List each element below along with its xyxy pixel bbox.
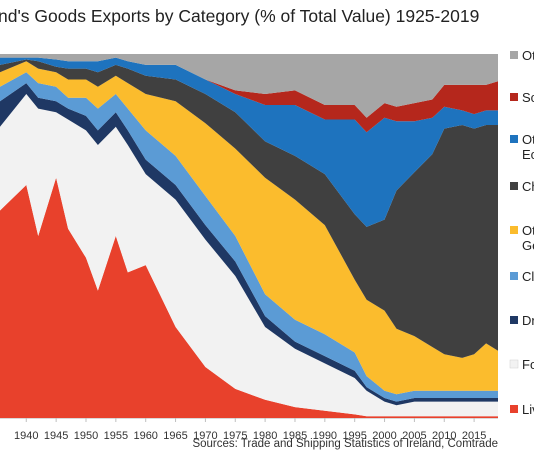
x-tick-label: 1940 bbox=[14, 430, 38, 442]
x-tick-label: 2005 bbox=[402, 430, 426, 442]
x-tick-label: 1985 bbox=[283, 430, 307, 442]
area-series-0 bbox=[0, 177, 498, 418]
x-tick-label: 2015 bbox=[462, 430, 486, 442]
legend-item: Dr bbox=[510, 313, 534, 328]
source-note: Sources: Trade and Shipping Statistics o… bbox=[192, 438, 498, 450]
x-tick-label: 1945 bbox=[44, 430, 68, 442]
legend-label: Fo bbox=[522, 357, 534, 372]
x-axis-ticks: 1940 1945 1950 1955 1960 1965 1970 1975 1980 1985… bbox=[14, 418, 486, 442]
legend-label: Dr bbox=[522, 313, 534, 328]
legend-swatch bbox=[509, 359, 519, 369]
x-tick-label: 1955 bbox=[104, 430, 128, 442]
legend-label-line2: Ec bbox=[522, 147, 534, 162]
chart-title: nd's Goods Exports by Category (% of Tot… bbox=[0, 6, 480, 26]
legend-swatch bbox=[510, 93, 518, 101]
legend-item: Liv bbox=[510, 402, 534, 417]
legend-label: Ot bbox=[522, 48, 534, 63]
legend-label: Ot bbox=[522, 132, 534, 147]
legend-label-line2: Ge bbox=[522, 238, 534, 253]
area-series-8 bbox=[0, 54, 498, 118]
legend-swatch bbox=[510, 182, 518, 190]
x-tick-label: 1965 bbox=[163, 430, 187, 442]
legend-swatch bbox=[510, 316, 518, 324]
x-tick-label: 2010 bbox=[432, 430, 456, 442]
area-series-6 bbox=[0, 57, 498, 227]
legend-label: Cl bbox=[522, 269, 534, 284]
legend-swatch bbox=[510, 272, 518, 280]
x-tick-label: 1950 bbox=[74, 430, 98, 442]
legend-item: Ch bbox=[510, 179, 534, 194]
area-series-group bbox=[0, 54, 498, 418]
x-tick-label: 1990 bbox=[313, 430, 337, 442]
x-tick-label: 1970 bbox=[193, 430, 217, 442]
area-series-5 bbox=[0, 59, 498, 358]
legend-label: Ch bbox=[522, 179, 534, 194]
legend-item: OtGe bbox=[510, 223, 534, 253]
legend-label: Sc bbox=[522, 90, 534, 105]
legend-item: Fo bbox=[509, 357, 534, 372]
x-tick-label: 2000 bbox=[372, 430, 396, 442]
x-tick-label: 1980 bbox=[253, 430, 277, 442]
area-series-7 bbox=[0, 57, 498, 133]
legend-swatch bbox=[510, 226, 518, 234]
area-series-1 bbox=[0, 94, 498, 417]
x-tick-label: 1975 bbox=[223, 430, 247, 442]
legend-item: Cl bbox=[510, 269, 534, 284]
area-series-4 bbox=[0, 61, 498, 395]
legend-label: Ot bbox=[522, 223, 534, 238]
legend-swatch bbox=[510, 51, 518, 59]
x-tick-label: 1960 bbox=[133, 430, 157, 442]
legend-swatch bbox=[510, 405, 518, 413]
legend: OtScOtEcChOtGeClDrFoLiv bbox=[509, 48, 534, 417]
legend-item: Sc bbox=[510, 90, 534, 105]
legend-label: Liv bbox=[522, 402, 534, 417]
legend-swatch bbox=[510, 135, 518, 143]
legend-item: Ot bbox=[510, 48, 534, 63]
x-tick-label: 1995 bbox=[342, 430, 366, 442]
